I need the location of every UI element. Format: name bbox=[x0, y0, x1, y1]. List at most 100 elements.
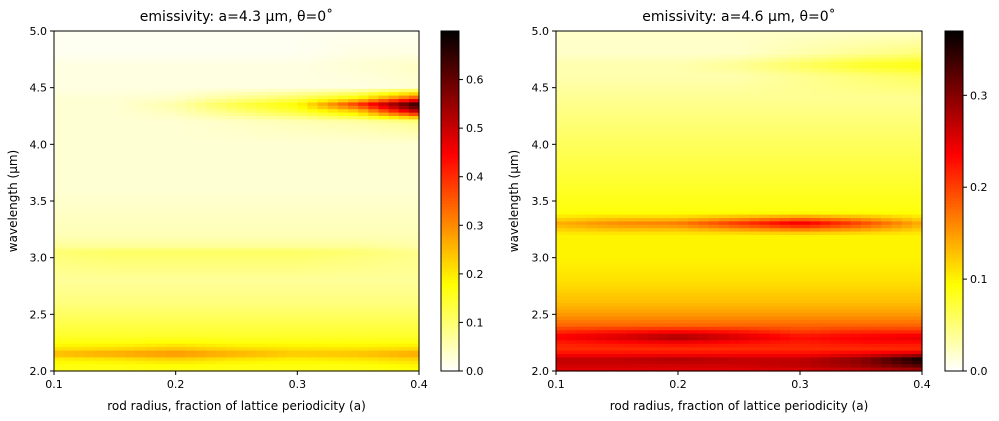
heatmap-cell bbox=[124, 143, 136, 148]
heatmap-cell bbox=[348, 190, 359, 195]
heatmap-cell bbox=[307, 126, 319, 131]
heatmap-cell bbox=[820, 88, 832, 93]
heatmap-cell bbox=[114, 126, 126, 131]
heatmap-cell bbox=[84, 269, 96, 273]
heatmap-cell bbox=[698, 126, 710, 131]
heatmap-cell bbox=[327, 34, 339, 39]
heatmap-cell bbox=[216, 316, 227, 321]
heatmap-cell bbox=[789, 75, 801, 80]
heatmap-cell bbox=[236, 133, 248, 137]
heatmap-cell bbox=[165, 248, 177, 253]
heatmap-cell bbox=[688, 99, 699, 103]
heatmap-cell bbox=[246, 88, 258, 93]
heatmap-cell bbox=[378, 163, 390, 168]
heatmap-cell bbox=[195, 354, 207, 358]
heatmap-cell bbox=[236, 65, 248, 69]
heatmap-cell bbox=[800, 112, 811, 117]
heatmap-cell bbox=[94, 245, 106, 250]
heatmap-cell bbox=[54, 282, 65, 287]
heatmap-cell bbox=[779, 68, 791, 73]
heatmap-cell bbox=[155, 102, 167, 107]
heatmap-cell bbox=[145, 85, 156, 90]
heatmap-cell bbox=[277, 34, 288, 39]
heatmap-cell bbox=[175, 143, 187, 148]
heatmap-cell bbox=[398, 279, 410, 284]
heatmap-cell bbox=[104, 85, 116, 90]
heatmap-cell bbox=[155, 48, 167, 52]
heatmap-cell bbox=[216, 228, 227, 233]
heatmap-cell bbox=[175, 116, 187, 120]
heatmap-cell bbox=[556, 44, 567, 49]
heatmap-cell bbox=[627, 48, 638, 52]
heatmap-cell bbox=[236, 102, 248, 107]
heatmap-cell bbox=[698, 122, 710, 127]
heatmap-cell bbox=[175, 129, 187, 134]
heatmap-cell bbox=[388, 228, 400, 233]
heatmap-cell bbox=[769, 139, 781, 144]
heatmap-cell bbox=[206, 255, 217, 260]
heatmap-cell bbox=[337, 75, 349, 80]
heatmap-cell bbox=[175, 173, 187, 178]
x-tick-label: 0.1 bbox=[45, 378, 63, 391]
heatmap-cell bbox=[64, 190, 75, 195]
heatmap-cell bbox=[256, 357, 268, 362]
heatmap-cell bbox=[378, 275, 390, 280]
heatmap-cell bbox=[708, 102, 720, 107]
heatmap-cell bbox=[246, 289, 258, 294]
heatmap-cell bbox=[185, 320, 197, 324]
heatmap-cell bbox=[256, 150, 268, 154]
heatmap-cell bbox=[368, 112, 380, 117]
heatmap-cell bbox=[606, 54, 618, 59]
heatmap-cell bbox=[358, 252, 369, 256]
heatmap-cell bbox=[840, 133, 852, 137]
colorbar-segment bbox=[441, 138, 459, 143]
heatmap-cell bbox=[398, 275, 410, 280]
heatmap-cell bbox=[145, 180, 156, 185]
heatmap-cell bbox=[739, 65, 750, 69]
heatmap-cell bbox=[657, 116, 669, 120]
heatmap-cell bbox=[759, 71, 771, 76]
heatmap-cell bbox=[74, 184, 86, 188]
heatmap-cell bbox=[256, 337, 268, 341]
heatmap-cell bbox=[297, 207, 309, 212]
heatmap-cell bbox=[124, 275, 136, 280]
heatmap-cell bbox=[135, 163, 146, 168]
heatmap-cell bbox=[175, 170, 187, 175]
heatmap-cell bbox=[175, 133, 187, 137]
heatmap-cell bbox=[337, 177, 349, 182]
heatmap-cell bbox=[74, 34, 86, 39]
heatmap-cell bbox=[358, 68, 369, 73]
heatmap-cell bbox=[94, 37, 106, 42]
heatmap-cell bbox=[297, 258, 309, 263]
heatmap-cell bbox=[175, 167, 187, 171]
heatmap-cell bbox=[216, 163, 227, 168]
heatmap-cell bbox=[64, 313, 75, 318]
heatmap-cell bbox=[94, 180, 106, 185]
heatmap-cell bbox=[64, 221, 75, 226]
heatmap-cell bbox=[820, 68, 832, 73]
heatmap-cell bbox=[337, 292, 349, 297]
heatmap-cell bbox=[216, 99, 227, 103]
heatmap-cell bbox=[388, 296, 400, 301]
heatmap-cell bbox=[114, 102, 126, 107]
heatmap-cell bbox=[124, 197, 136, 202]
heatmap-cell bbox=[388, 187, 400, 192]
heatmap-cell bbox=[256, 279, 268, 284]
heatmap-cell bbox=[800, 68, 811, 73]
heatmap-cell bbox=[277, 347, 288, 352]
heatmap-cell bbox=[266, 187, 278, 192]
heatmap-cell bbox=[586, 139, 598, 144]
heatmap-cell bbox=[586, 51, 598, 56]
heatmap-cell bbox=[145, 119, 156, 124]
heatmap-cell bbox=[566, 82, 577, 86]
heatmap-cell bbox=[800, 48, 811, 52]
heatmap-cell bbox=[84, 129, 96, 134]
heatmap-cell bbox=[175, 177, 187, 182]
heatmap-cell bbox=[84, 119, 96, 124]
heatmap-cell bbox=[358, 48, 369, 52]
heatmap-cell bbox=[327, 194, 339, 199]
heatmap-cell bbox=[185, 265, 197, 270]
heatmap-cell bbox=[861, 68, 872, 73]
heatmap-cell bbox=[114, 51, 126, 56]
heatmap-cell bbox=[358, 122, 369, 127]
